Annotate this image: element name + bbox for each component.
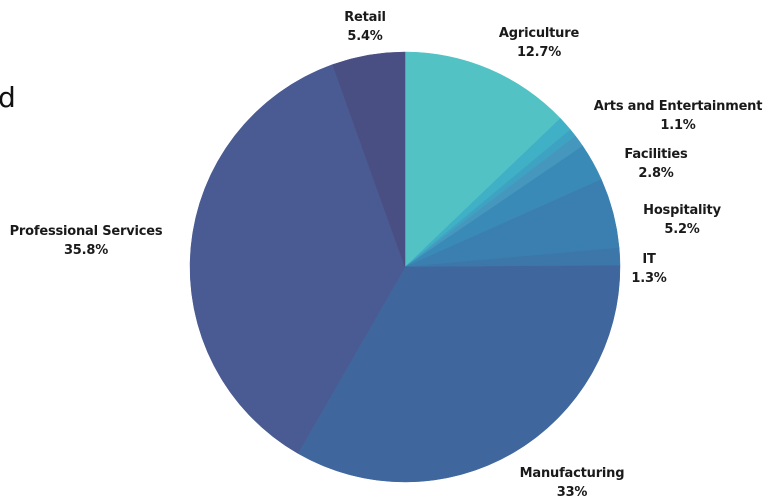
slice-label-retail: Retail 5.4% bbox=[344, 8, 386, 46]
slice-percent: 5.2% bbox=[664, 222, 700, 237]
slice-name: IT bbox=[642, 252, 656, 267]
slice-name: Arts and Entertainment bbox=[593, 99, 763, 114]
pie-slice-professional-services[interactable] bbox=[189, 64, 406, 454]
slice-label-it: IT 1.3% bbox=[631, 250, 666, 288]
slice-label-arts-and-entertainment: Arts and Entertainment 1.1% bbox=[594, 97, 763, 135]
slice-name: Retail bbox=[344, 10, 386, 25]
slice-name: Manufacturing bbox=[519, 466, 625, 481]
slice-percent: 12.7% bbox=[516, 45, 562, 60]
slice-label-professional-services: Professional Services 35.8% bbox=[10, 222, 163, 260]
slice-percent: 1.1% bbox=[660, 118, 696, 133]
slice-name: Hospitality bbox=[643, 203, 721, 218]
slice-label-hospitality: Hospitality 5.2% bbox=[643, 201, 721, 239]
slice-label-facilities: Facilities 2.8% bbox=[624, 145, 687, 183]
cropped-text-fragment: d bbox=[0, 81, 16, 114]
slice-label-agriculture: Agriculture 12.7% bbox=[499, 24, 579, 62]
slice-name: Facilities bbox=[624, 147, 688, 162]
slice-name: Professional Services bbox=[9, 224, 163, 239]
slice-percent: 35.8% bbox=[63, 243, 109, 258]
pie-slice-manufacturing[interactable] bbox=[297, 265, 621, 483]
pie-slice-agriculture[interactable] bbox=[404, 51, 561, 268]
slice-percent: 33% bbox=[556, 485, 588, 500]
slice-percent: 1.3% bbox=[631, 271, 667, 286]
slice-percent: 5.4% bbox=[347, 29, 383, 44]
slice-name: Agriculture bbox=[498, 26, 580, 41]
slice-percent: 2.8% bbox=[638, 166, 674, 181]
pie-slice-retail[interactable] bbox=[332, 51, 406, 268]
slice-label-manufacturing: Manufacturing 33% bbox=[520, 464, 625, 502]
